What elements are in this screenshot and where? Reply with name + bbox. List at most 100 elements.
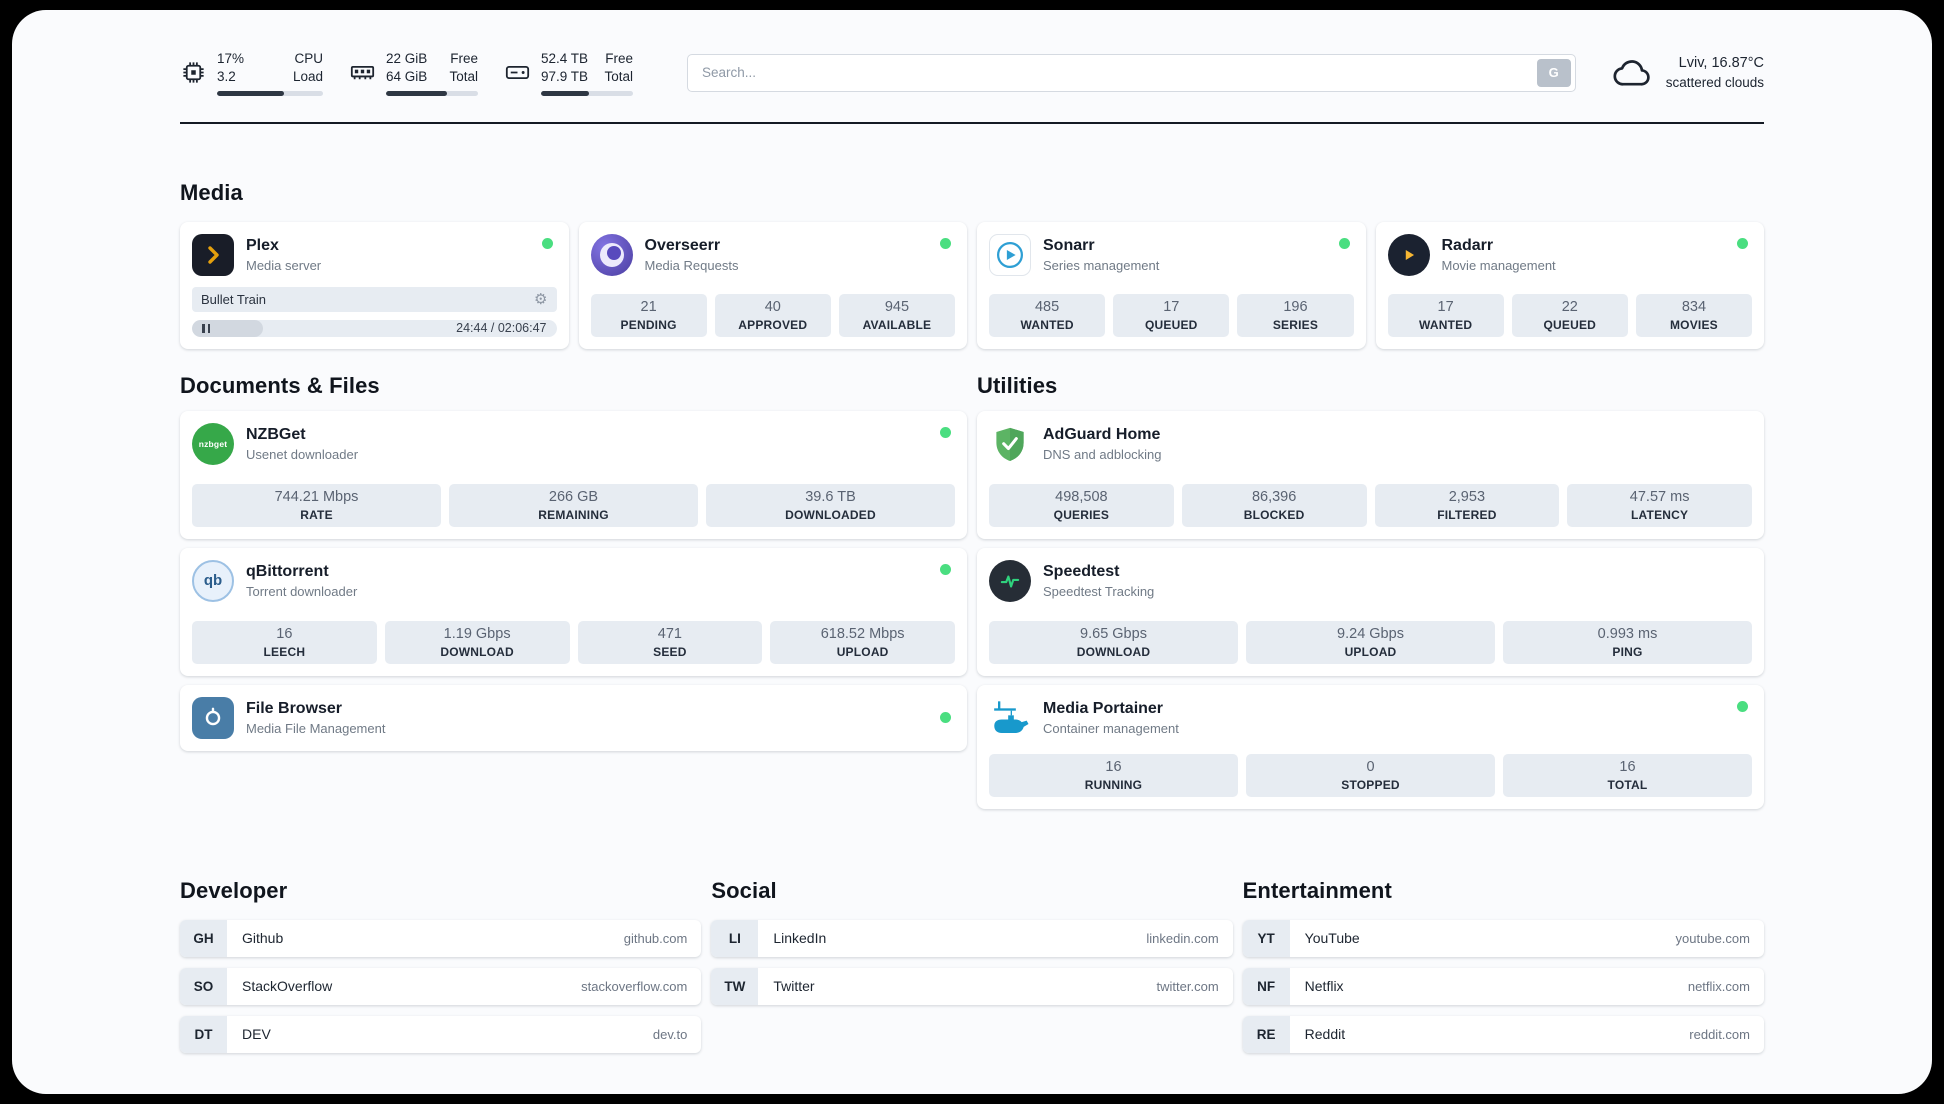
stat-wanted: 485 WANTED: [989, 293, 1106, 337]
bookmarks-social: Social LI LinkedIn linkedin.com TW Twitt…: [711, 877, 1233, 1064]
section-heading-developer: Developer: [180, 877, 288, 903]
bookmark-youtube[interactable]: YT YouTube youtube.com: [1242, 919, 1764, 957]
weather-condition: scattered clouds: [1665, 74, 1764, 90]
stat-queries: 498,508 QUERIES: [989, 483, 1174, 527]
disk-progress-fill: [541, 90, 589, 96]
service-card-qbittorrent[interactable]: qb qBittorrent Torrent downloader 16 LEE…: [180, 547, 967, 676]
bookmark-abbr: NF: [1242, 967, 1290, 1005]
service-card-plex[interactable]: Plex Media server Bullet Train ⚙ 24:44 /…: [180, 221, 569, 349]
disk-progress-bar: [541, 90, 633, 96]
stat-downloaded: 39.6 TB DOWNLOADED: [706, 483, 955, 527]
bookmark-abbr: GH: [180, 919, 227, 957]
stat-blocked: 86,396 BLOCKED: [1181, 483, 1367, 527]
service-card-filebrowser[interactable]: File Browser Media File Management: [180, 684, 967, 751]
bookmark-abbr: DT: [180, 1015, 227, 1053]
search-input[interactable]: [687, 53, 1576, 92]
bookmark-netflix[interactable]: NF Netflix netflix.com: [1242, 967, 1764, 1005]
speedtest-icon: [989, 559, 1031, 602]
status-dot: [1737, 700, 1748, 712]
status-dot: [1737, 237, 1748, 249]
stat-total: 16 TOTAL: [1503, 753, 1752, 797]
status-dot: [940, 237, 951, 249]
service-card-radarr[interactable]: Radarr Movie management 17 WANTED 22 QUE…: [1375, 221, 1764, 349]
bookmark-stackoverflow[interactable]: SO StackOverflow stackoverflow.com: [180, 967, 702, 1005]
cpu-progress-fill: [217, 90, 284, 96]
search-engine-button[interactable]: G: [1536, 58, 1571, 87]
service-card-speedtest[interactable]: Speedtest Speedtest Tracking 9.65 Gbps D…: [977, 547, 1764, 676]
media-cards-row: Plex Media server Bullet Train ⚙ 24:44 /…: [180, 221, 1764, 349]
bookmark-name: DEV: [242, 1026, 271, 1043]
service-subtitle: Container management: [1043, 720, 1179, 736]
now-playing-title: Bullet Train: [201, 291, 267, 307]
pause-icon[interactable]: [202, 323, 210, 333]
bookmark-reddit[interactable]: RE Reddit reddit.com: [1242, 1015, 1764, 1053]
bookmark-abbr: RE: [1242, 1015, 1290, 1053]
section-heading-media: Media: [180, 179, 243, 205]
bookmark-twitter[interactable]: TW Twitter twitter.com: [711, 967, 1233, 1005]
stat-approved: 40 APPROVED: [714, 293, 831, 337]
stat-available: 945 AVAILABLE: [838, 293, 956, 337]
bookmark-url: stackoverflow.com: [581, 978, 688, 994]
bookmark-url: linkedin.com: [1146, 930, 1219, 946]
disk-icon: [504, 59, 531, 86]
section-heading-social: Social: [711, 877, 777, 903]
stat-leech: 16 LEECH: [192, 620, 377, 664]
bookmark-linkedin[interactable]: LI LinkedIn linkedin.com: [711, 919, 1233, 957]
sonarr-icon: [989, 233, 1031, 276]
playback-time: 24:44 / 02:06:47: [456, 320, 547, 335]
bookmark-name: StackOverflow: [242, 978, 333, 995]
service-subtitle: Usenet downloader: [246, 446, 359, 462]
bookmark-url: netflix.com: [1687, 978, 1750, 994]
status-dot: [940, 426, 951, 438]
stat-download: 9.65 Gbps DOWNLOAD: [989, 620, 1238, 664]
bookmark-url: twitter.com: [1156, 978, 1219, 994]
section-heading-documents: Documents & Files: [180, 372, 380, 398]
service-title: Radarr: [1441, 236, 1494, 254]
bookmarks-developer: Developer GH Github github.com SO StackO…: [180, 877, 702, 1064]
nzbget-icon: nzbget: [192, 422, 234, 465]
service-subtitle: Series management: [1043, 257, 1160, 273]
status-dot: [541, 237, 553, 249]
stat-wanted: 17 WANTED: [1387, 293, 1504, 337]
status-dot: [940, 563, 951, 575]
playback-progress-bar[interactable]: 24:44 / 02:06:47: [192, 319, 557, 337]
service-subtitle: DNS and adblocking: [1043, 446, 1162, 462]
bookmark-name: Reddit: [1304, 1026, 1346, 1043]
stat-ping: 0.993 ms PING: [1503, 620, 1752, 664]
stat-remaining: 266 GB REMAINING: [449, 483, 698, 527]
service-title: File Browser: [246, 699, 343, 717]
bookmark-url: reddit.com: [1689, 1026, 1750, 1042]
portainer-icon: [989, 697, 1031, 739]
service-card-sonarr[interactable]: Sonarr Series management 485 WANTED 17 Q…: [977, 221, 1366, 349]
bookmark-name: Github: [242, 930, 284, 947]
search-bar: G: [687, 53, 1576, 92]
stat-rate: 744.21 Mbps RATE: [192, 483, 441, 527]
service-card-adguard[interactable]: AdGuard Home DNS and adblocking 498,508 …: [977, 410, 1764, 539]
service-card-overseerr[interactable]: Overseerr Media Requests 21 PENDING 40 A…: [578, 221, 967, 349]
status-dot: [1338, 237, 1350, 249]
service-title: NZBGet: [246, 425, 306, 443]
disk-free-value: 52.4 TB: [541, 51, 589, 66]
service-title: Plex: [246, 236, 279, 254]
service-card-portainer[interactable]: Media Portainer Container management 16 …: [977, 684, 1764, 809]
service-card-nzbget[interactable]: nzbget NZBGet Usenet downloader 744.21 M…: [180, 410, 967, 539]
service-title: qBittorrent: [246, 562, 329, 580]
cpu-load-label: Load: [292, 68, 323, 84]
ram-total-value: 64 GiB: [386, 68, 428, 84]
stat-queued: 17 QUEUED: [1113, 293, 1230, 337]
now-playing-bar: Bullet Train ⚙: [192, 286, 557, 312]
service-title: AdGuard Home: [1043, 425, 1161, 443]
status-dot: [940, 712, 951, 724]
bookmark-dev[interactable]: DT DEV dev.to: [180, 1015, 702, 1053]
topbar-divider: [180, 121, 1764, 124]
bookmark-url: dev.to: [652, 1026, 688, 1042]
bookmark-abbr: SO: [180, 967, 227, 1005]
disk-total-label: Total: [604, 68, 633, 84]
weather-widget: Lviv, 16.87°C scattered clouds: [1612, 53, 1764, 92]
service-subtitle: Media server: [246, 257, 322, 273]
filebrowser-icon: [192, 696, 234, 739]
bookmark-abbr: YT: [1242, 919, 1290, 957]
bookmark-github[interactable]: GH Github github.com: [180, 919, 702, 957]
bookmarks-entertainment: Entertainment YT YouTube youtube.com NF …: [1242, 878, 1764, 1064]
gear-icon[interactable]: ⚙: [534, 290, 548, 308]
